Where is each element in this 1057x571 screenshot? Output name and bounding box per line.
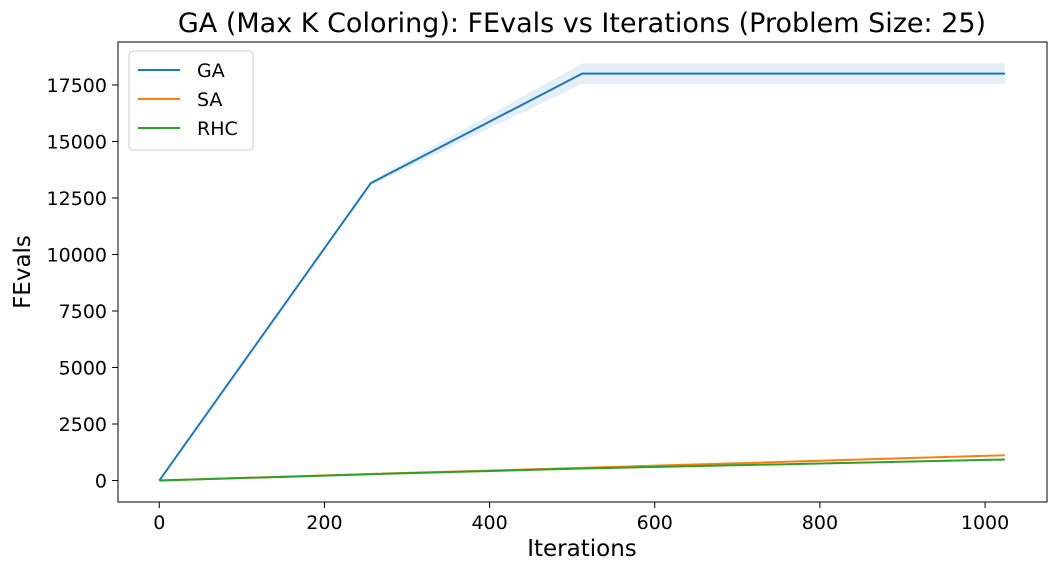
y-tick-label: 2500	[59, 414, 107, 436]
legend-label-rhc: RHC	[197, 118, 238, 140]
y-tick-label: 12500	[47, 188, 107, 210]
y-axis-label: FEvals	[10, 235, 36, 309]
x-tick-label: 1000	[961, 512, 1009, 534]
legend-label-ga: GA	[197, 60, 225, 82]
axes-frame	[117, 41, 1048, 503]
y-tick-label: 10000	[47, 244, 107, 266]
series-ga-band	[159, 63, 1005, 481]
x-tick-label: 600	[637, 512, 673, 534]
x-axis-label: Iterations	[527, 536, 637, 562]
y-axis: 0 2500 5000 7500 10000 12500 15000 17500	[47, 75, 118, 493]
x-tick-label: 0	[153, 512, 165, 534]
y-tick-label: 0	[95, 471, 107, 493]
x-tick-label: 400	[471, 512, 507, 534]
x-tick-label: 200	[306, 512, 342, 534]
chart-title: GA (Max K Coloring): FEvals vs Iteration…	[178, 8, 986, 39]
series-rhc-line	[159, 458, 1005, 482]
y-tick-label: 17500	[47, 75, 107, 97]
legend-box	[128, 50, 254, 151]
x-tick-label: 800	[802, 512, 838, 534]
legend-label-sa: SA	[197, 89, 222, 111]
y-tick-label: 15000	[47, 131, 107, 153]
x-axis: 0 200 400 600 800 1000	[153, 502, 1009, 534]
plot-area	[158, 63, 1005, 482]
y-tick-label: 5000	[59, 358, 107, 380]
series-ga-line	[158, 72, 1005, 482]
y-tick-label: 7500	[59, 301, 107, 323]
legend: GA SA RHC	[128, 50, 254, 151]
